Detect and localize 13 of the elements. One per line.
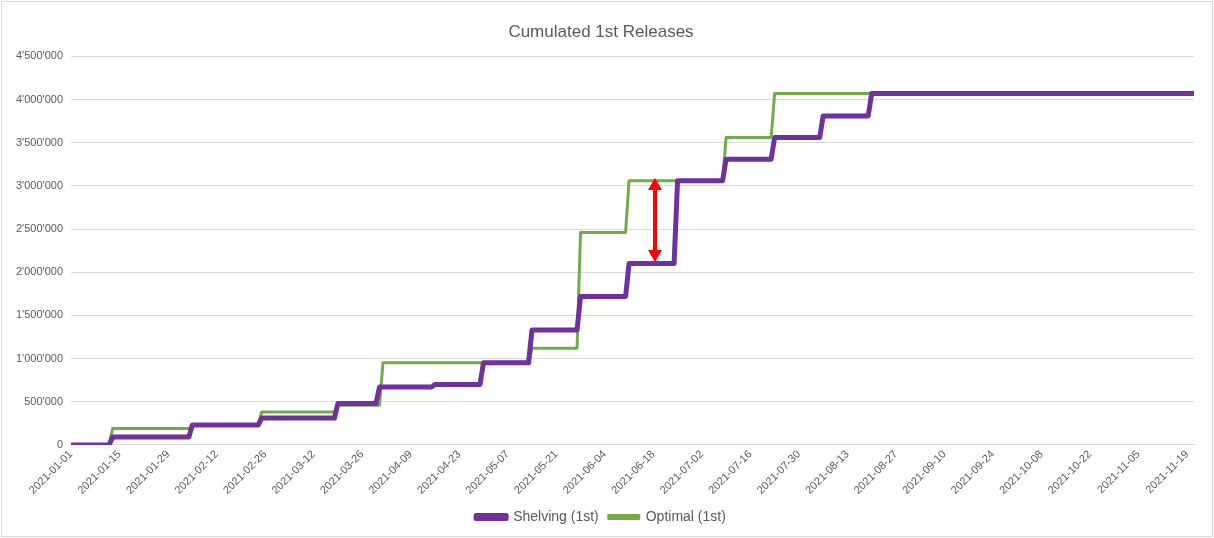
y-tick-label: 0 bbox=[56, 437, 64, 450]
y-tick-label: 1'500'000 bbox=[15, 308, 64, 321]
legend-label: Shelving (1st) bbox=[513, 507, 599, 524]
y-tick-label: 1'000'000 bbox=[15, 351, 64, 364]
y-tick-label: 4'500'000 bbox=[15, 49, 64, 62]
chart-title: Cumulated 1st Releases bbox=[508, 21, 694, 41]
y-tick-label: 3'500'000 bbox=[15, 135, 64, 148]
y-tick-label: 500'000 bbox=[24, 394, 64, 407]
y-tick-label: 3'000'000 bbox=[15, 178, 64, 191]
y-tick-label: 4'000'000 bbox=[15, 92, 64, 105]
y-tick-label: 2'000'000 bbox=[15, 265, 64, 278]
y-tick-label: 2'500'000 bbox=[15, 222, 64, 235]
legend-label: Optimal (1st) bbox=[645, 507, 726, 524]
